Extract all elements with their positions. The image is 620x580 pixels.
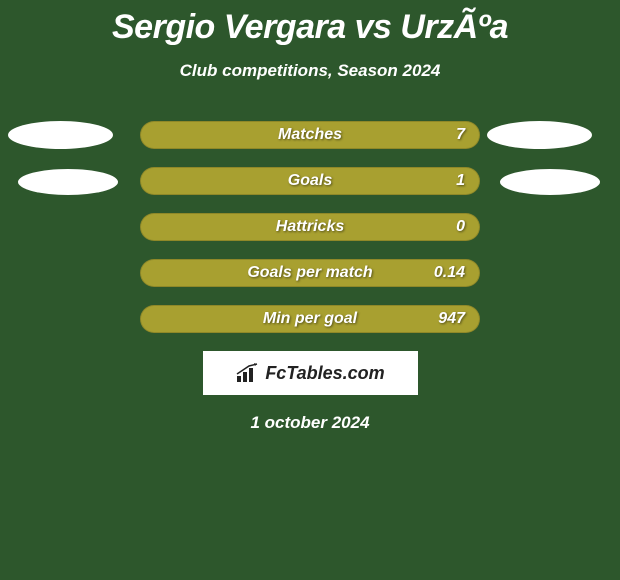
date-text: 1 october 2024 (0, 413, 620, 433)
comparison-subtitle: Club competitions, Season 2024 (0, 61, 620, 81)
stat-value: 7 (456, 126, 465, 144)
stat-label: Goals (288, 172, 332, 190)
fctables-logo: FcTables.com (235, 362, 384, 384)
stat-label: Min per goal (263, 310, 357, 328)
player-ellipse-left-2 (18, 169, 118, 195)
stats-container: Matches 7 Goals 1 Hattricks 0 Goals per … (0, 121, 620, 333)
fctables-logo-box: FcTables.com (203, 351, 418, 395)
stat-row-matches: Matches 7 (140, 121, 480, 149)
logo-text: FcTables.com (265, 363, 384, 384)
comparison-title: Sergio Vergara vs UrzÃºa (0, 0, 620, 47)
stat-label: Hattricks (276, 218, 344, 236)
stat-value: 0.14 (434, 264, 465, 282)
player-ellipse-left-1 (8, 121, 113, 149)
stat-label: Goals per match (247, 264, 372, 282)
player-ellipse-right-2 (500, 169, 600, 195)
stat-value: 0 (456, 218, 465, 236)
chart-icon (235, 362, 261, 384)
player-ellipse-right-1 (487, 121, 592, 149)
stat-row-goals: Goals 1 (140, 167, 480, 195)
stat-value: 1 (456, 172, 465, 190)
stat-row-goals-per-match: Goals per match 0.14 (140, 259, 480, 287)
stat-row-min-per-goal: Min per goal 947 (140, 305, 480, 333)
stat-row-hattricks: Hattricks 0 (140, 213, 480, 241)
stat-value: 947 (438, 310, 465, 328)
stat-label: Matches (278, 126, 342, 144)
